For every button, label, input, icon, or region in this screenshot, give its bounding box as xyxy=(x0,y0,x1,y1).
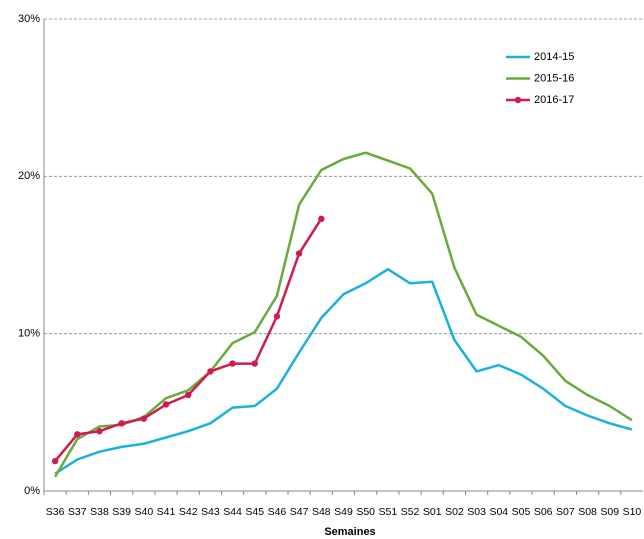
legend-label: 2014-15 xyxy=(534,51,574,63)
x-tick-label: S04 xyxy=(489,506,508,518)
x-tick-label: S39 xyxy=(112,506,131,518)
x-tick-label: S44 xyxy=(223,506,242,518)
x-tick-label: S47 xyxy=(290,506,309,518)
x-tick-label: S08 xyxy=(578,506,597,518)
x-tick-label: S07 xyxy=(556,506,575,518)
series-marker xyxy=(74,431,81,438)
series-marker xyxy=(51,457,59,465)
x-tick-label: S43 xyxy=(201,506,220,518)
x-tick-label: S45 xyxy=(245,506,264,518)
series-line xyxy=(54,151,633,478)
series-marker xyxy=(185,391,192,399)
x-tick-label: S05 xyxy=(512,506,531,518)
x-tick-label: S51 xyxy=(379,506,398,518)
series-marker xyxy=(295,250,303,257)
series-line xyxy=(54,218,323,462)
x-tick-label: S10 xyxy=(623,506,642,518)
series-marker xyxy=(229,360,236,367)
x-tick-label: S06 xyxy=(534,506,553,518)
x-tick-label: S46 xyxy=(268,506,287,518)
x-tick-label: S09 xyxy=(600,506,619,518)
x-tick-label: S02 xyxy=(445,506,464,518)
x-tick-label: S52 xyxy=(401,506,420,518)
legend-label: 2016-17 xyxy=(534,94,574,106)
x-tick-label: S37 xyxy=(68,506,87,518)
x-tick-label: S36 xyxy=(46,506,65,518)
x-tick-label: S42 xyxy=(179,506,198,518)
x-tick-label: S01 xyxy=(423,506,442,518)
y-tick-label: 0% xyxy=(24,485,40,497)
y-tick-label: 20% xyxy=(18,170,40,182)
x-tick-label: S50 xyxy=(356,506,375,518)
x-tick-label: S03 xyxy=(467,506,486,518)
x-tick-label: S38 xyxy=(90,506,109,518)
series-line xyxy=(54,267,633,475)
x-tick-label: S48 xyxy=(312,506,331,518)
x-tick-label: S49 xyxy=(334,506,353,518)
legend-marker xyxy=(514,96,522,104)
x-axis-label: Semaines xyxy=(324,526,375,538)
series-marker xyxy=(96,428,103,435)
series-marker xyxy=(207,368,214,375)
series-marker xyxy=(118,420,125,427)
series-marker xyxy=(318,215,325,223)
series-marker xyxy=(140,415,148,422)
y-tick-label: 30% xyxy=(18,13,40,25)
x-tick-label: S41 xyxy=(157,506,176,518)
series-marker xyxy=(251,360,258,367)
x-tick-label: S40 xyxy=(134,506,153,518)
series-marker xyxy=(162,401,170,408)
legend-label: 2015-16 xyxy=(534,72,574,84)
series-marker xyxy=(273,313,281,320)
y-tick-label: 10% xyxy=(18,328,40,340)
